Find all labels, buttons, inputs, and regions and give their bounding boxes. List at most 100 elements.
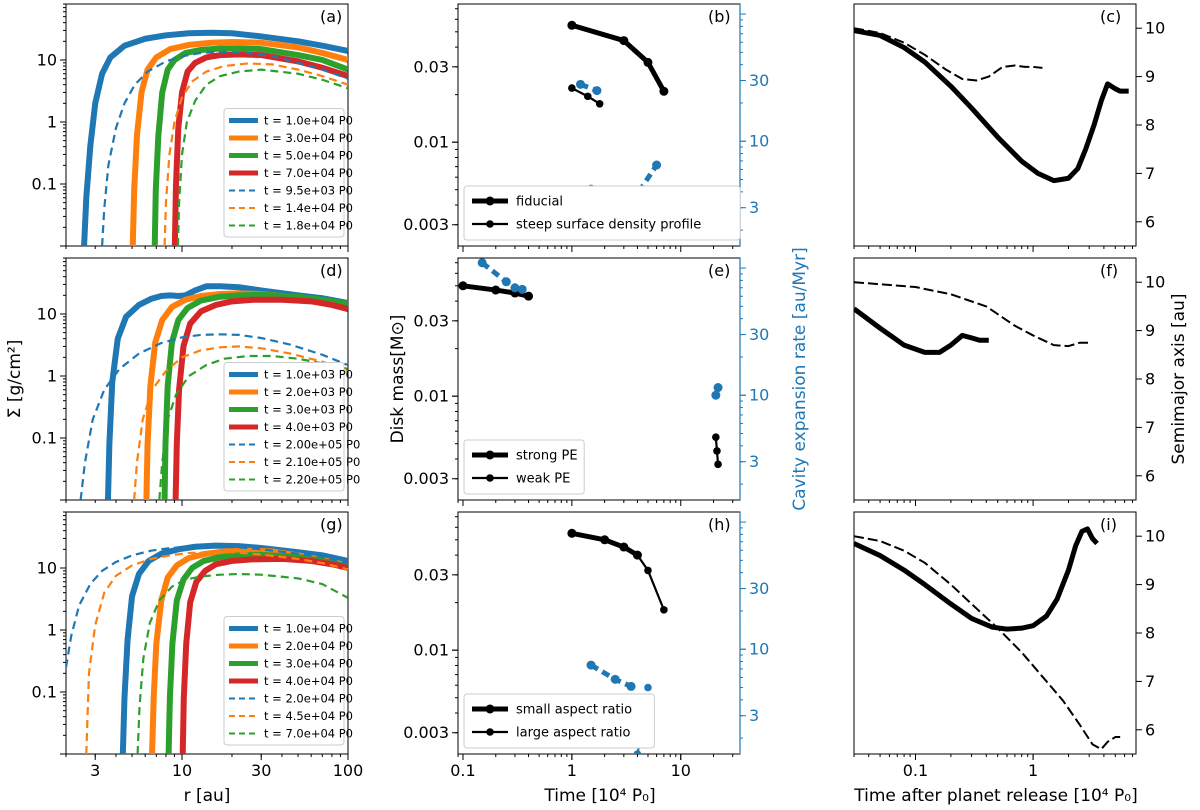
series-line-a-2 bbox=[151, 45, 348, 246]
legend-label: t = 1.8e+04 P0 bbox=[264, 219, 353, 233]
series-line-a-3 bbox=[171, 51, 348, 246]
y2-tick-label: 3 bbox=[749, 198, 759, 217]
series-line-d-4 bbox=[79, 333, 348, 500]
series-point-b-3 bbox=[575, 79, 585, 89]
series-line-d-6 bbox=[158, 354, 348, 500]
series-line-d-0 bbox=[104, 283, 348, 500]
y-tick-label: 10 bbox=[1145, 19, 1165, 38]
y-tick-label: 6 bbox=[1145, 720, 1155, 739]
legend-label: t = 2.0e+03 P0 bbox=[264, 385, 353, 399]
legend-label: t = 2.0e+04 P0 bbox=[264, 692, 353, 706]
series-line-g-6 bbox=[136, 572, 348, 754]
legend-box bbox=[223, 108, 345, 238]
legend-label: t = 4.5e+04 P0 bbox=[264, 709, 353, 723]
series-point-h-1 bbox=[660, 606, 668, 614]
x-tick-label: 100 bbox=[333, 761, 364, 780]
legend-label: t = 3.0e+04 P0 bbox=[264, 657, 353, 671]
legend-label: t = 2.0e+04 P0 bbox=[264, 639, 353, 653]
legend-marker bbox=[486, 474, 494, 482]
y-tick-label: 6 bbox=[1145, 466, 1155, 485]
series-line-h-0 bbox=[571, 530, 639, 558]
series-group bbox=[854, 281, 1090, 355]
series-line-d-2 bbox=[161, 291, 348, 500]
series-point-e-3 bbox=[711, 390, 721, 400]
panel-c-tag: (c) bbox=[1100, 7, 1121, 26]
series-line-i-0 bbox=[854, 526, 1099, 632]
series-line-d-5 bbox=[133, 345, 348, 500]
x-tick-label: 1 bbox=[1028, 761, 1038, 780]
legend-label: t = 2.00e+05 P0 bbox=[264, 438, 360, 452]
series-point-e-2 bbox=[477, 258, 487, 268]
series-point-h-2 bbox=[626, 681, 636, 691]
y-tick-label: 0.1 bbox=[32, 682, 57, 701]
panel-g-tag: (g) bbox=[320, 515, 343, 534]
y-tick-label: 0.01 bbox=[413, 387, 449, 406]
series-point-e-1 bbox=[714, 460, 722, 469]
series-point-e-3 bbox=[713, 383, 723, 393]
legend-label: weak PE bbox=[516, 472, 570, 487]
disk-mass-ylabel: Disk mass[M⊙] bbox=[388, 315, 408, 444]
y-tick-label: 6 bbox=[1145, 212, 1155, 231]
series-group bbox=[66, 542, 348, 754]
y-tick-label: 1 bbox=[47, 366, 57, 385]
cavity-ylabel: Cavity expansion rate [au/Myr] bbox=[790, 247, 810, 510]
panel-d: 0.1 1 10 t = 1.0e+03 P0 t = 2.0e+03 P0 t = 3.… bbox=[32, 257, 360, 506]
series-line-a-4 bbox=[101, 50, 348, 246]
series-line-a-6 bbox=[176, 68, 348, 246]
series-point-h-3 bbox=[644, 683, 652, 692]
series-point-h-3 bbox=[633, 750, 642, 754]
series-line-a-5 bbox=[163, 62, 348, 246]
panel-b: 0.003 0.01 0.03 3 10 30 fiducial steep surface … bbox=[403, 3, 769, 252]
panel-f-tag: (f) bbox=[1100, 261, 1118, 280]
legend-marker bbox=[485, 704, 495, 714]
y-tick-label: 10 bbox=[37, 558, 57, 577]
semimajor-ylabel: Semimajor axis [au] bbox=[1169, 294, 1189, 465]
y-tick-label: 0.003 bbox=[403, 469, 449, 488]
panel-a-tag: (a) bbox=[320, 7, 342, 26]
y-tick-label: 7 bbox=[1145, 672, 1155, 691]
panel-i-tag: (i) bbox=[1100, 515, 1117, 534]
legend-marker bbox=[485, 196, 495, 206]
y2-tick-label: 3 bbox=[749, 452, 759, 471]
y-tick-label: 0.03 bbox=[413, 311, 449, 330]
series-line-c-0 bbox=[854, 28, 1129, 184]
legend-label: t = 7.0e+04 P0 bbox=[264, 166, 353, 180]
panel-e: 0.003 0.01 0.03 3 10 30 strong PE weak PE (e) bbox=[403, 257, 769, 506]
legend-label: t = 5.0e+04 P0 bbox=[264, 149, 353, 163]
legend-label: t = 7.0e+04 P0 bbox=[264, 727, 353, 741]
y-tick-label: 1 bbox=[47, 620, 57, 639]
series-group bbox=[567, 20, 669, 203]
legend-label: fiducial bbox=[516, 195, 563, 210]
series-line-g-4 bbox=[66, 545, 348, 668]
y-tick-label: 0.003 bbox=[403, 723, 449, 742]
legend-label: strong PE bbox=[516, 449, 578, 464]
y-tick-label: 1 bbox=[47, 112, 57, 131]
series-line-g-5 bbox=[85, 551, 348, 754]
panel-g: 3 10 30 100 0.1 1 10 t = 1.0e+04 P0 t = 2.0e+04 … bbox=[32, 511, 364, 780]
release-xlabel: Time after planet release [10⁴ P₀] bbox=[853, 786, 1137, 806]
y-tick-label: 0.01 bbox=[413, 641, 449, 660]
y-tick-label: 7 bbox=[1145, 418, 1155, 437]
y-tick-label: 0.03 bbox=[413, 565, 449, 584]
series-point-e-0 bbox=[491, 285, 501, 295]
legend-label: t = 1.0e+03 P0 bbox=[264, 368, 353, 382]
y2-tick-label: 30 bbox=[749, 325, 769, 344]
legend-label: t = 2.10e+05 P0 bbox=[264, 455, 360, 469]
legend-label: t = 2.20e+05 P0 bbox=[264, 473, 360, 487]
legend-box bbox=[223, 616, 345, 746]
y-tick-label: 0.1 bbox=[32, 174, 57, 193]
y-tick-label: 0.1 bbox=[32, 428, 57, 447]
series-group bbox=[81, 29, 348, 246]
legend-label: t = 4.0e+03 P0 bbox=[264, 420, 353, 434]
panel-f-frame bbox=[853, 257, 1137, 501]
series-point-h-1 bbox=[633, 551, 642, 559]
y-tick-label: 0.003 bbox=[403, 215, 449, 234]
series-point-e-2 bbox=[510, 283, 520, 293]
legend-box bbox=[223, 362, 345, 492]
y-tick-label: 10 bbox=[1145, 527, 1165, 546]
y-tick-label: 10 bbox=[37, 50, 57, 69]
panel-d-tag: (d) bbox=[320, 261, 343, 280]
series-point-h-0 bbox=[567, 528, 577, 538]
series-line-e-0 bbox=[462, 283, 530, 299]
